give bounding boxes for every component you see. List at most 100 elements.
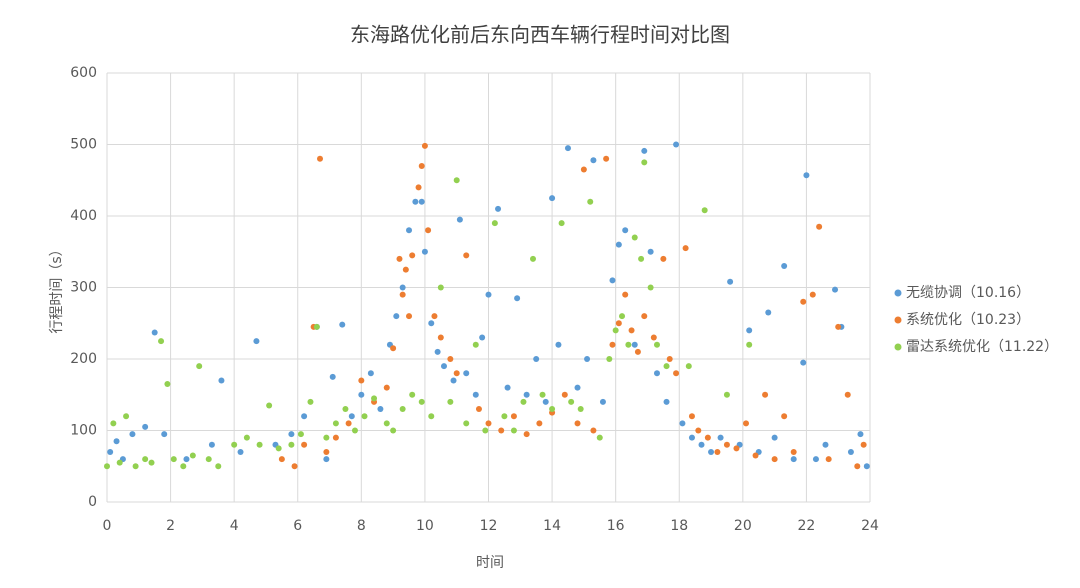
point <box>104 463 110 470</box>
point <box>622 227 629 234</box>
x-tick-label: 2 <box>166 518 175 534</box>
point <box>816 223 823 230</box>
point <box>383 420 390 427</box>
point <box>685 363 692 370</box>
point <box>641 159 648 166</box>
point <box>803 172 810 179</box>
point <box>577 406 584 413</box>
point <box>358 377 365 384</box>
point <box>574 420 581 427</box>
point <box>418 162 425 169</box>
point <box>428 413 435 420</box>
point <box>425 227 432 234</box>
point <box>863 463 870 470</box>
x-tick-label: 6 <box>293 518 302 534</box>
point <box>431 313 438 320</box>
point <box>351 427 358 434</box>
point <box>205 456 212 463</box>
point <box>832 286 839 293</box>
point <box>485 420 492 427</box>
point <box>501 413 508 420</box>
point <box>243 434 250 441</box>
point <box>708 448 715 455</box>
point <box>653 341 660 348</box>
point <box>800 359 807 366</box>
point <box>549 195 556 202</box>
point <box>393 313 400 320</box>
point <box>653 370 660 377</box>
point <box>406 227 413 234</box>
point <box>647 248 654 255</box>
point <box>587 198 594 205</box>
point <box>463 252 470 259</box>
point <box>647 284 654 291</box>
point <box>688 413 695 420</box>
point <box>491 220 498 227</box>
point <box>180 463 187 470</box>
point <box>231 441 238 448</box>
point <box>555 341 562 348</box>
point <box>666 356 673 362</box>
point <box>504 384 511 391</box>
point <box>161 431 168 438</box>
point <box>533 356 540 362</box>
point <box>275 445 282 452</box>
point <box>218 377 225 384</box>
point <box>301 413 308 420</box>
point <box>634 348 641 355</box>
point <box>253 338 260 345</box>
point <box>475 406 482 413</box>
point <box>358 391 365 398</box>
point <box>482 427 489 434</box>
point <box>631 234 638 241</box>
point <box>164 381 171 388</box>
point <box>860 441 867 448</box>
point <box>746 327 753 334</box>
point <box>339 321 346 328</box>
y-tick-label: 0 <box>88 494 97 510</box>
point <box>822 441 829 448</box>
x-tick-label: 16 <box>607 518 625 534</box>
point <box>781 263 788 270</box>
point <box>142 423 149 430</box>
point <box>609 277 616 284</box>
point <box>765 309 772 316</box>
x-tick-label: 22 <box>798 518 816 534</box>
point <box>679 420 686 427</box>
point <box>332 420 339 427</box>
point <box>348 413 355 420</box>
point <box>421 248 428 255</box>
point <box>564 145 571 152</box>
point <box>399 291 406 298</box>
point <box>771 456 778 463</box>
point <box>698 441 705 448</box>
point <box>329 373 336 380</box>
point <box>479 334 486 341</box>
point <box>463 370 470 377</box>
point <box>196 363 203 370</box>
point <box>574 384 581 391</box>
point <box>399 406 406 413</box>
y-tick-label: 100 <box>70 423 97 439</box>
point <box>383 384 390 391</box>
point <box>450 377 457 384</box>
point <box>323 456 330 463</box>
point <box>714 448 721 455</box>
point <box>313 323 320 330</box>
point <box>409 252 416 259</box>
point <box>835 323 842 330</box>
x-tick-label: 8 <box>357 518 366 534</box>
x-tick-label: 24 <box>861 518 879 534</box>
point <box>472 391 479 398</box>
y-tick-label: 600 <box>70 65 97 81</box>
x-tick-label: 4 <box>230 518 239 534</box>
point <box>256 441 263 448</box>
point <box>158 338 165 345</box>
point <box>453 177 460 184</box>
point <box>498 427 505 434</box>
point <box>568 398 575 405</box>
point <box>297 431 304 438</box>
point <box>704 434 711 441</box>
point <box>717 434 724 441</box>
